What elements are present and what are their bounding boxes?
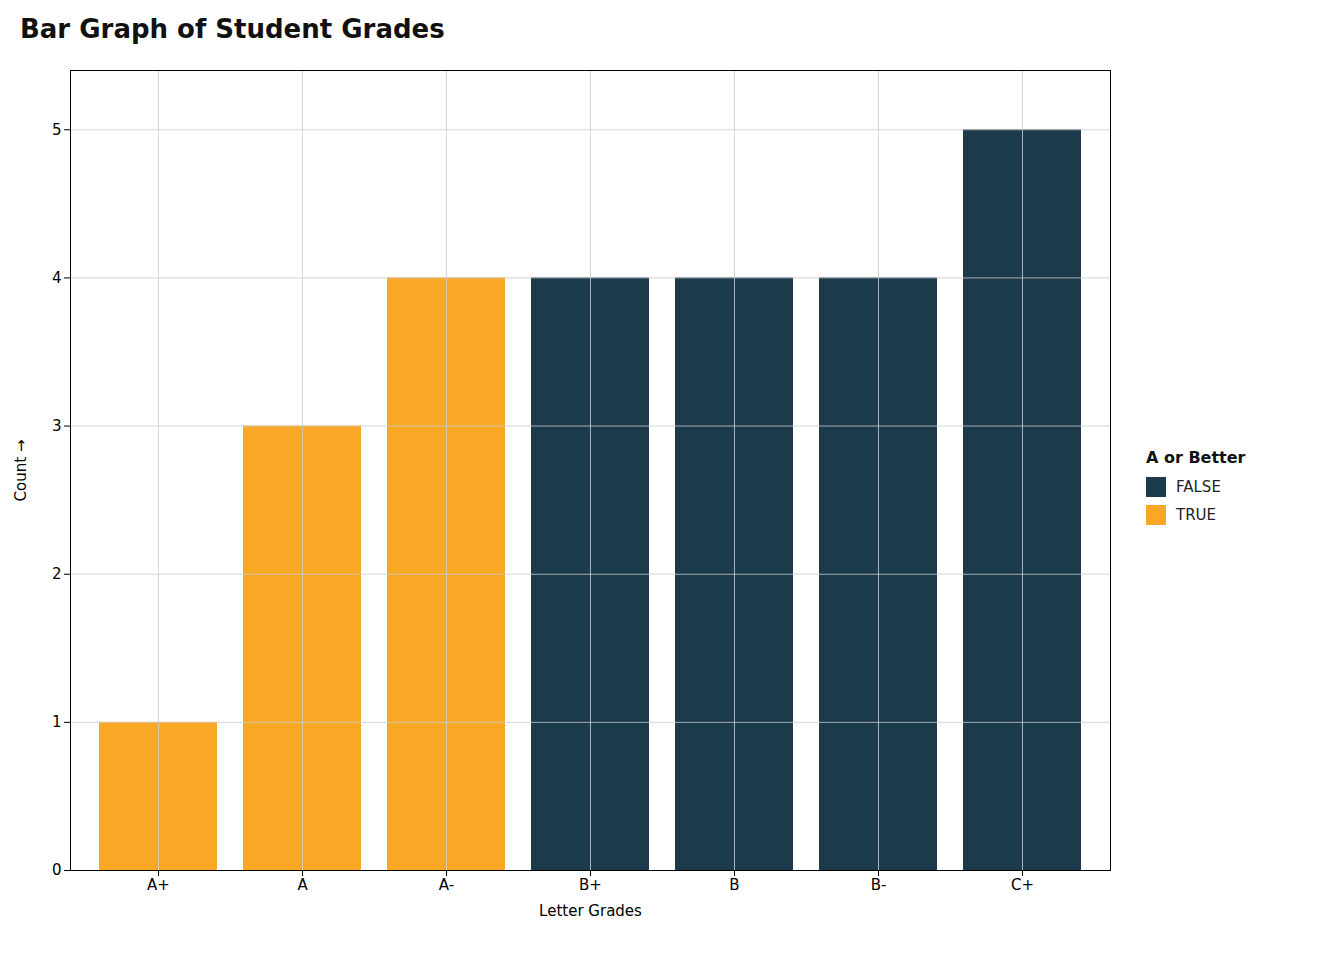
svg-text:1: 1 <box>52 713 62 731</box>
svg-text:3: 3 <box>52 417 62 435</box>
svg-text:B: B <box>729 876 739 894</box>
svg-text:4: 4 <box>52 269 62 287</box>
svg-text:B+: B+ <box>579 876 602 894</box>
html-text:TRUE: TRUE <box>1176 505 1216 524</box>
svg-text:A: A <box>297 876 308 894</box>
svg-text:Letter Grades: Letter Grades <box>539 902 642 920</box>
svg-text:0: 0 <box>52 861 62 879</box>
svg-text:5: 5 <box>52 121 62 139</box>
svg-text:2: 2 <box>52 565 62 583</box>
html-text:FALSE: FALSE <box>1176 477 1221 496</box>
html-text:A or Better: A or Better <box>1146 447 1246 467</box>
svg-text:A-: A- <box>439 876 454 894</box>
svg-text:A+: A+ <box>147 876 170 894</box>
svg-text:C+: C+ <box>1011 876 1034 894</box>
html-text:Bar Graph of Student Grades: Bar Graph of Student Grades <box>20 14 445 44</box>
svg-text:Count →: Count → <box>12 440 30 502</box>
svg-text:B-: B- <box>871 876 887 894</box>
